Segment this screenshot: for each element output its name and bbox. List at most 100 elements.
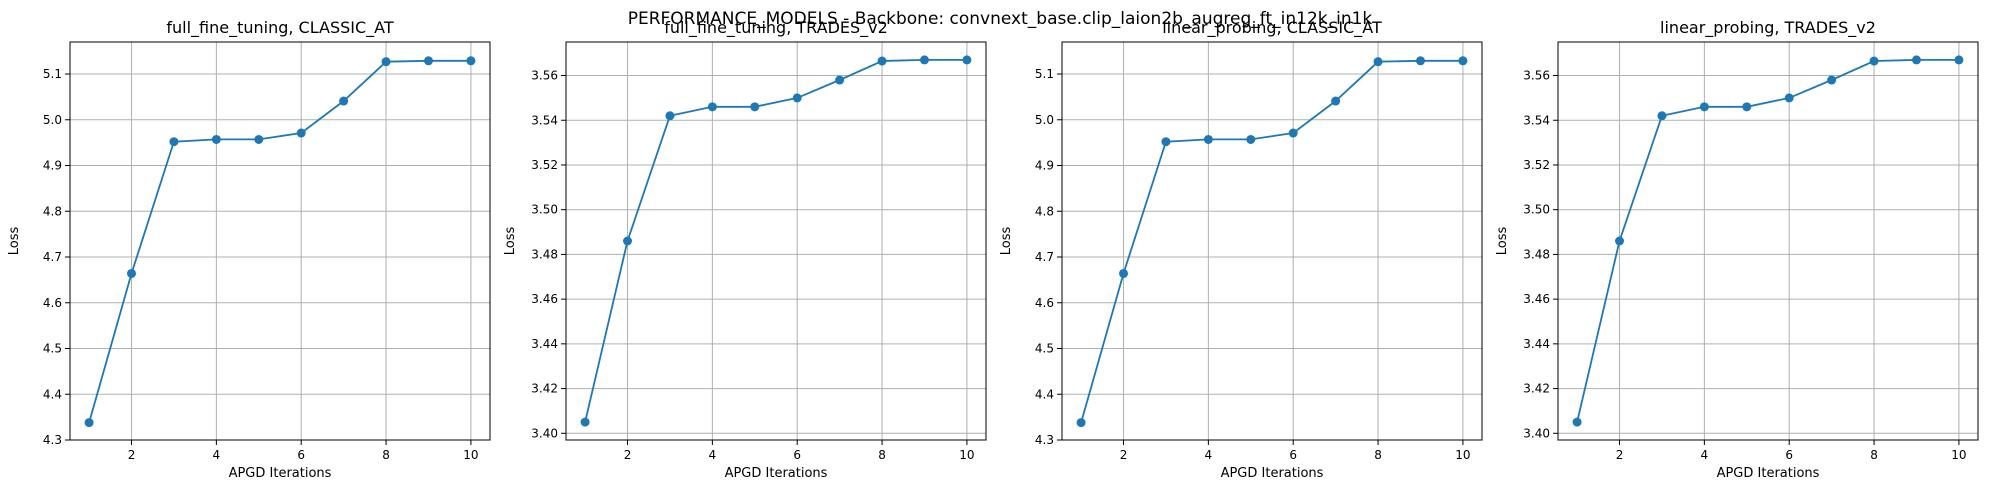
- y-tick-label: 3.42: [531, 382, 558, 396]
- data-point: [1572, 417, 1582, 427]
- x-tick-label: 10: [463, 448, 478, 462]
- data-point: [1784, 93, 1794, 103]
- y-tick-label: 4.8: [43, 204, 62, 218]
- x-tick-label: 8: [382, 448, 390, 462]
- data-point: [254, 134, 264, 144]
- x-tick-label: 8: [1374, 448, 1382, 462]
- data-point: [1699, 102, 1709, 112]
- y-tick-label: 3.44: [531, 337, 558, 351]
- data-point: [1288, 128, 1298, 138]
- y-axis-label: Loss: [503, 227, 518, 256]
- y-tick-label: 3.52: [1523, 158, 1550, 172]
- x-axis-label: APGD Iterations: [725, 466, 828, 481]
- data-point: [1911, 55, 1921, 65]
- data-point: [1657, 111, 1667, 121]
- x-tick-label: 6: [1289, 448, 1297, 462]
- subplot-3: 2 4 6 8 10 4.3 4.4 4.5 4.6 4.7 4.8 4.9 5.0 5.1 linear_…: [999, 18, 1483, 481]
- axes-frame: [565, 41, 987, 441]
- data-point: [211, 134, 221, 144]
- y-tick-label: 3.50: [1523, 203, 1550, 217]
- x-tick-label: 4: [1701, 448, 1709, 462]
- y-tick-label: 3.44: [1523, 337, 1550, 351]
- x-tick-label: 10: [1455, 448, 1470, 462]
- data-point: [792, 93, 802, 103]
- data-point: [1615, 236, 1625, 246]
- x-tick-label: 10: [1951, 448, 1966, 462]
- data-point: [623, 236, 633, 246]
- subplot-2: 2 4 6 8 10 3.40 3.42 3.44 3.46 3.48 3.50 3.52 3.54 3.…: [503, 18, 987, 481]
- y-tick-label: 3.50: [531, 203, 558, 217]
- y-tick-label: 4.6: [43, 296, 62, 310]
- x-tick-label: 6: [1785, 448, 1793, 462]
- series-line: [88, 59, 471, 423]
- data-point: [665, 111, 675, 121]
- x-tick-label: 2: [1616, 448, 1624, 462]
- axes-frame: [69, 41, 491, 441]
- y-tick-label: 4.3: [43, 433, 62, 447]
- y-tick-label: 3.46: [1523, 292, 1550, 306]
- subplot-title: linear_probing, TRADES_v2: [1660, 18, 1876, 38]
- x-tick-label: 4: [1205, 448, 1213, 462]
- y-axis-label: Loss: [999, 227, 1014, 256]
- y-tick-label: 3.40: [1523, 426, 1550, 440]
- data-point: [84, 418, 94, 428]
- data-point: [1458, 56, 1468, 66]
- y-tick-label: 3.42: [1523, 382, 1550, 396]
- y-tick-label: 4.9: [1035, 159, 1054, 173]
- data-point: [580, 417, 590, 427]
- y-tick-label: 3.46: [531, 292, 558, 306]
- y-tick-label: 4.7: [43, 250, 62, 264]
- data-point: [1246, 134, 1256, 144]
- x-axis-label: APGD Iterations: [1717, 466, 1820, 481]
- x-tick-label: 6: [297, 448, 305, 462]
- data-point: [919, 55, 929, 65]
- x-axis-label: APGD Iterations: [229, 466, 332, 481]
- data-point: [1742, 102, 1752, 112]
- subplot-1: 2 4 6 8 10 4.3 4.4 4.5 4.6 4.7 4.8 4.9 5.0 5.1 full_fi…: [7, 18, 491, 481]
- data-point: [750, 102, 760, 112]
- y-tick-label: 5.0: [43, 113, 62, 127]
- subplot-title: full_fine_tuning, CLASSIC_AT: [166, 18, 394, 38]
- data-point: [707, 102, 717, 112]
- y-tick-label: 4.6: [1035, 296, 1054, 310]
- y-tick-label: 4.5: [43, 342, 62, 356]
- y-tick-label: 4.8: [1035, 204, 1054, 218]
- data-point: [877, 56, 887, 66]
- data-point: [169, 137, 179, 147]
- data-point: [1373, 57, 1383, 67]
- data-point: [466, 56, 476, 66]
- data-point: [381, 57, 391, 67]
- x-tick-label: 2: [1120, 448, 1128, 462]
- data-point: [1415, 56, 1425, 66]
- data-point: [339, 96, 349, 106]
- y-tick-label: 3.54: [531, 113, 558, 127]
- data-point: [835, 75, 845, 85]
- series-line: [584, 59, 967, 423]
- y-tick-label: 3.56: [1523, 69, 1550, 83]
- y-tick-label: 4.9: [43, 159, 62, 173]
- x-axis-label: APGD Iterations: [1221, 466, 1324, 481]
- y-tick-label: 4.7: [1035, 250, 1054, 264]
- data-point: [1869, 56, 1879, 66]
- x-tick-label: 2: [624, 448, 632, 462]
- data-point: [1827, 75, 1837, 85]
- data-point: [1954, 55, 1964, 65]
- y-tick-label: 5.1: [1035, 67, 1054, 81]
- subplot-title: linear_probing, CLASSIC_AT: [1162, 18, 1382, 38]
- x-tick-label: 4: [709, 448, 717, 462]
- axes-frame: [1557, 41, 1979, 441]
- y-tick-label: 3.40: [531, 426, 558, 440]
- y-tick-label: 5.1: [43, 67, 62, 81]
- data-point: [1161, 137, 1171, 147]
- data-point: [127, 268, 137, 278]
- y-tick-label: 4.4: [43, 387, 62, 401]
- subplots: 2 4 6 8 10 4.3 4.4 4.5 4.6 4.7 4.8 4.9 5.0 5.1 full_fi…: [7, 18, 1979, 481]
- y-axis-label: Loss: [1495, 227, 1510, 256]
- y-tick-label: 4.4: [1035, 387, 1054, 401]
- y-tick-label: 4.5: [1035, 342, 1054, 356]
- y-tick-label: 3.56: [531, 69, 558, 83]
- y-tick-label: 3.48: [531, 247, 558, 261]
- data-point: [1076, 418, 1086, 428]
- data-point: [1203, 134, 1213, 144]
